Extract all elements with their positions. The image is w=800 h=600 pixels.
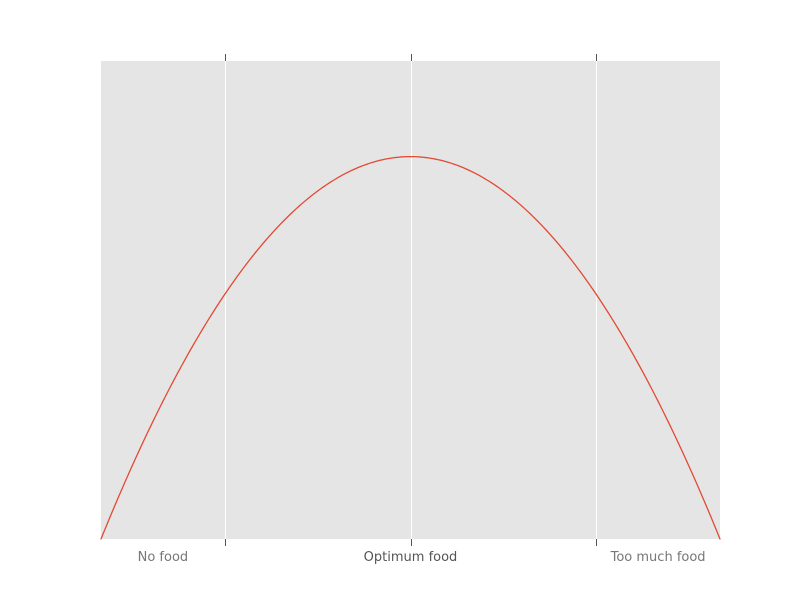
data-point-10: [409, 156, 412, 158]
data-point-3: [193, 343, 195, 345]
x-label-0: No food: [138, 550, 189, 565]
data-point-8: [348, 171, 350, 173]
data-point-12: [471, 171, 473, 173]
data-point-5: [255, 251, 257, 253]
x-label-2: Too much food: [610, 550, 706, 565]
data-point-2: [162, 400, 164, 402]
data-point-19: [688, 465, 690, 467]
data-point-16: [595, 293, 597, 295]
data-point-17: [626, 343, 628, 345]
data-point-0: [100, 538, 102, 540]
data-point-6: [286, 217, 288, 219]
data-point-1: [131, 465, 133, 467]
data-point-20: [719, 538, 721, 540]
data-point-14: [533, 217, 535, 219]
data-point-13: [502, 190, 504, 192]
plot-background: [101, 61, 720, 539]
data-point-7: [317, 190, 319, 192]
annotation-labels: No food Optimum food Too much food: [138, 550, 706, 565]
x-axis-ticks: [225, 54, 597, 546]
data-points: [100, 156, 721, 540]
data-point-15: [564, 251, 566, 253]
data-point-4: [224, 293, 226, 295]
data-point-9: [378, 159, 381, 162]
gridlines: [225, 61, 597, 539]
data-point-11: [440, 159, 443, 162]
data-point-18: [657, 400, 659, 402]
x-label-1: Optimum food: [364, 550, 458, 565]
